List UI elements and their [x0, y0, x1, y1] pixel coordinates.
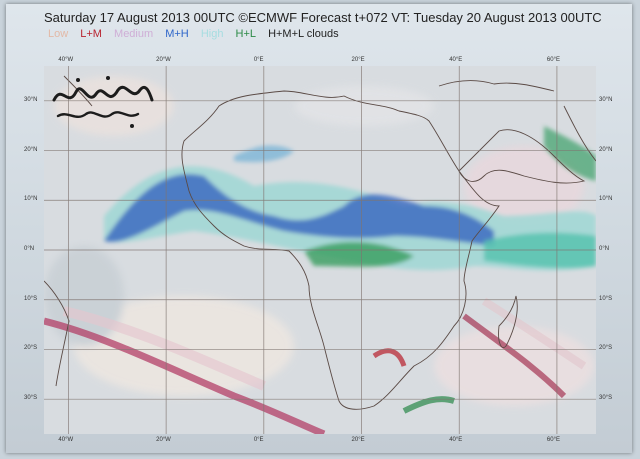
legend-high: High: [200, 28, 224, 40]
lon-tick-top: 40°W: [58, 57, 74, 63]
lat-tick-right: 10°S: [599, 295, 613, 302]
cloud-legend: Low L+M Medium M+H High H+L H+M+L clouds: [48, 28, 348, 40]
legend-medium-high: M+H: [165, 28, 189, 40]
lon-tick-bottom: 40°E: [449, 437, 463, 443]
forecast-map: [44, 66, 596, 434]
lon-tick-top: 40°E: [449, 57, 463, 63]
lat-tick-right: 30°S: [599, 395, 613, 402]
southern-jet-streaks: [44, 297, 587, 434]
legend-medium: Medium: [114, 28, 154, 40]
lat-tick-left: 10°N: [24, 196, 38, 203]
lon-tick-top: 20°E: [351, 57, 365, 63]
lon-tick-bottom: 20°W: [156, 437, 171, 443]
lon-tick-bottom: 20°E: [351, 437, 365, 443]
map-canvas: [44, 66, 596, 434]
lat-tick-right: 20°S: [599, 345, 613, 352]
coastlines: [44, 75, 596, 410]
lon-tick-bottom: 40°W: [58, 437, 74, 443]
lon-tick-bottom: 0°E: [253, 437, 264, 443]
lat-tick-left: 20°N: [24, 146, 38, 153]
lat-tick-left: 30°N: [24, 96, 38, 103]
lat-tick-left: 20°S: [24, 345, 38, 352]
chart-title: Saturday 17 August 2013 00UTC ©ECMWF For…: [44, 10, 602, 25]
legend-high-low: H+L: [235, 28, 257, 40]
lon-tick-bottom: 60°E: [546, 437, 560, 443]
lat-tick-right: 10°N: [599, 196, 613, 203]
lat-tick-left: 0°N: [24, 246, 35, 252]
signature-watermark: [52, 76, 154, 128]
legend-all-clouds: H+M+L clouds: [268, 28, 339, 40]
lat-tick-left: 30°S: [24, 395, 38, 402]
lat-tick-right: 30°N: [599, 96, 613, 103]
legend-low-medium: L+M: [80, 28, 102, 40]
lon-tick-top: 0°E: [253, 57, 264, 63]
lon-tick-top: 60°E: [546, 57, 560, 63]
lat-tick-right: 20°N: [599, 146, 613, 153]
lat-tick-left: 10°S: [24, 295, 38, 302]
lat-tick-right: 0°N: [599, 246, 610, 252]
legend-low: Low: [48, 28, 69, 40]
lon-tick-top: 20°W: [156, 57, 171, 63]
graticule: [44, 66, 596, 434]
